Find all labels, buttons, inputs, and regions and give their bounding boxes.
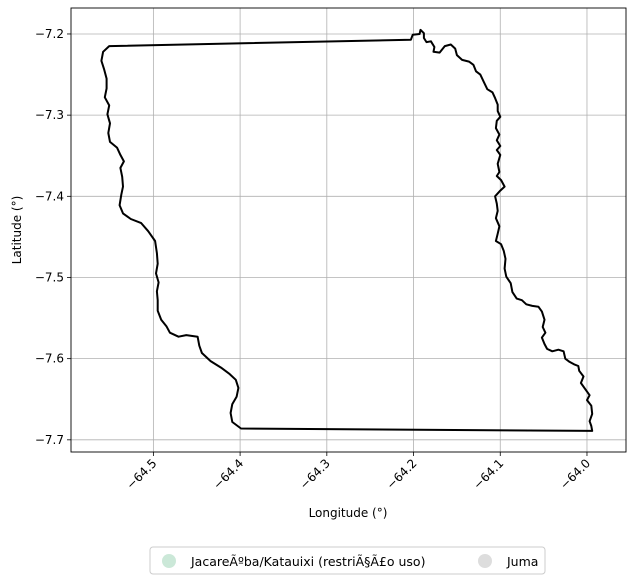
- x-tick-label: −64.0: [557, 456, 593, 492]
- y-tick-label: −7.6: [35, 352, 64, 366]
- y-tick-label: −7.2: [35, 27, 64, 41]
- legend: JacareÃºba/Katauixi (restriÃ§Ã£o uso) Ju…: [149, 546, 546, 575]
- x-tick-label: −64.5: [124, 456, 160, 492]
- y-tick-label: −7.4: [35, 189, 64, 203]
- legend-frame: [149, 546, 546, 575]
- legend-swatch-jacareuba: [162, 554, 176, 568]
- y-tick-label: −7.5: [35, 270, 64, 284]
- x-tick-label: −64.2: [384, 456, 420, 492]
- legend-label-jacareuba: JacareÃºba/Katauixi (restriÃ§Ã£o uso): [190, 554, 425, 569]
- gridlines: [71, 8, 626, 452]
- y-axis: −7.2 −7.3 −7.4 −7.5 −7.6 −7.7: [35, 27, 71, 447]
- x-tick-label: −64.4: [210, 456, 246, 492]
- legend-label-juma: Juma: [506, 554, 538, 569]
- boundary-layer: [100, 28, 594, 432]
- y-tick-label: −7.7: [35, 433, 64, 447]
- x-tick-label: −64.1: [470, 456, 506, 492]
- y-tick-label: −7.3: [35, 108, 64, 122]
- x-tick-label: −64.3: [297, 456, 333, 492]
- x-axis: −64.5 −64.4 −64.3 −64.2 −64.1 −64.0: [124, 452, 593, 492]
- plot-frame: [70, 7, 627, 453]
- y-axis-label: Latitude (°): [10, 196, 24, 265]
- territory-boundary: [100, 28, 594, 432]
- legend-swatch-juma: [478, 554, 492, 568]
- x-axis-label: Longitude (°): [309, 506, 388, 520]
